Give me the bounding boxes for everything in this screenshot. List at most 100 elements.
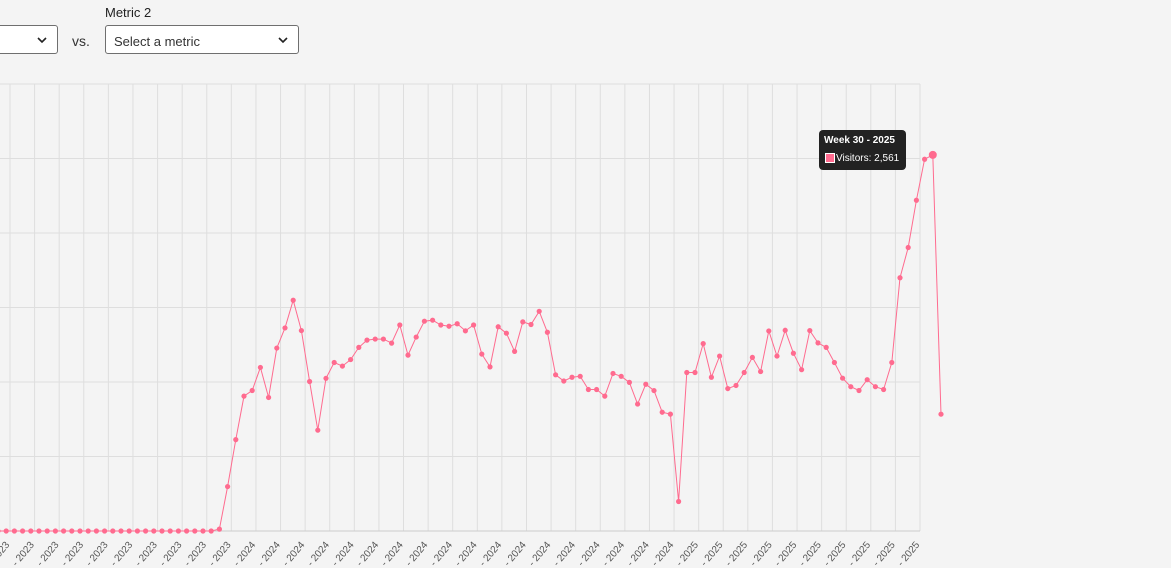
data-point [397,322,403,328]
x-tick-label: - 2024 [576,540,603,568]
tooltip-title: Week 30 - 2025 [824,135,895,146]
data-point [928,150,937,159]
data-point [3,528,9,534]
data-point [52,528,59,534]
data-point [298,327,304,334]
data-point [913,197,920,203]
data-point [700,341,706,347]
x-tick-label: - 2025 [748,540,775,568]
data-point [897,275,903,281]
data-point [184,528,190,534]
data-point [799,367,805,373]
data-point [200,528,206,534]
metric-2-label: Metric 2 [105,5,152,20]
x-tick-label: - 2023 [35,540,62,568]
data-point [782,327,788,333]
data-point [102,528,108,534]
data-point [479,351,485,357]
data-point [905,244,911,251]
data-point [323,375,329,381]
tooltip-swatch [825,153,835,163]
data-point [208,528,214,534]
data-point [389,340,395,346]
data-point [536,308,542,314]
x-tick-label: - 2024 [625,540,652,568]
data-point [667,411,674,417]
x-tick-label: - 2025 [797,540,824,568]
x-tick-label: - 2025 [896,540,923,568]
data-point [430,317,436,323]
visitors-series-line [0,154,942,532]
data-point [77,528,83,534]
x-tick-label: - 2024 [379,540,406,568]
x-tick-label: - 2024 [281,540,308,568]
metric-1-select[interactable] [0,25,58,54]
data-point [856,387,862,394]
tooltip-value: 2,561 [874,153,900,164]
data-point [840,375,846,381]
data-point [20,528,26,534]
data-point [331,359,337,366]
data-point [282,325,288,331]
data-point [69,528,75,534]
data-point [462,328,468,334]
x-tick-label: - 2024 [601,540,628,568]
data-point [831,359,838,366]
data-point [44,528,50,534]
chart-tooltip: Week 30 - 2025 Visitors: 2,561 [819,130,906,170]
data-point [864,377,870,383]
x-tick-label: - 2024 [305,540,332,568]
x-tick-label: - 2023 [10,540,37,568]
data-point [651,387,657,394]
data-point [61,528,67,534]
data-point [922,156,928,162]
data-point [487,364,493,370]
x-tick-label: - 2024 [551,540,578,568]
data-point [659,409,665,415]
data-point [553,372,559,378]
x-tick-label: - 2025 [846,540,873,568]
data-point [28,528,34,534]
x-tick-label: - 2025 [674,540,701,568]
data-point [372,336,378,342]
data-point [85,528,91,534]
x-tick-label: - 2023 [109,540,136,568]
x-tick-label: - 2023 [158,540,185,568]
x-tick-label: - 2024 [355,540,382,568]
x-tick-label: - 2024 [404,540,431,568]
data-point [241,393,247,399]
data-point [585,386,592,393]
data-point [134,528,140,534]
data-point [692,369,698,376]
data-point [889,359,895,366]
x-tick-label: - 2025 [773,540,800,568]
vs-label: vs. [72,33,90,49]
data-point [307,378,313,385]
x-tick-label: - 2023 [59,540,86,568]
data-point [413,334,419,340]
data-point [749,354,756,361]
data-point [511,348,518,354]
data-point [626,379,633,385]
metric-2-select[interactable]: Select a metric [105,25,299,54]
data-point [520,319,526,325]
data-point [823,344,829,350]
x-tick-label: - 2023 [133,540,160,568]
data-point [815,340,821,346]
data-point [741,369,747,376]
tooltip-value-line: Visitors: 2,561 [836,153,900,164]
x-tick-label: - 2024 [650,540,677,568]
data-point [758,368,764,375]
x-tick-label: - 2024 [232,540,259,568]
data-point [602,393,608,399]
x-tick-label: - 2023 [0,540,13,568]
data-point [848,384,854,390]
data-point [364,337,370,343]
data-point [126,528,132,534]
data-point [790,350,797,356]
x-tick-label: - 2024 [330,540,357,568]
data-point [266,394,272,401]
data-point [93,528,99,534]
x-tick-label: - 2025 [871,540,898,568]
